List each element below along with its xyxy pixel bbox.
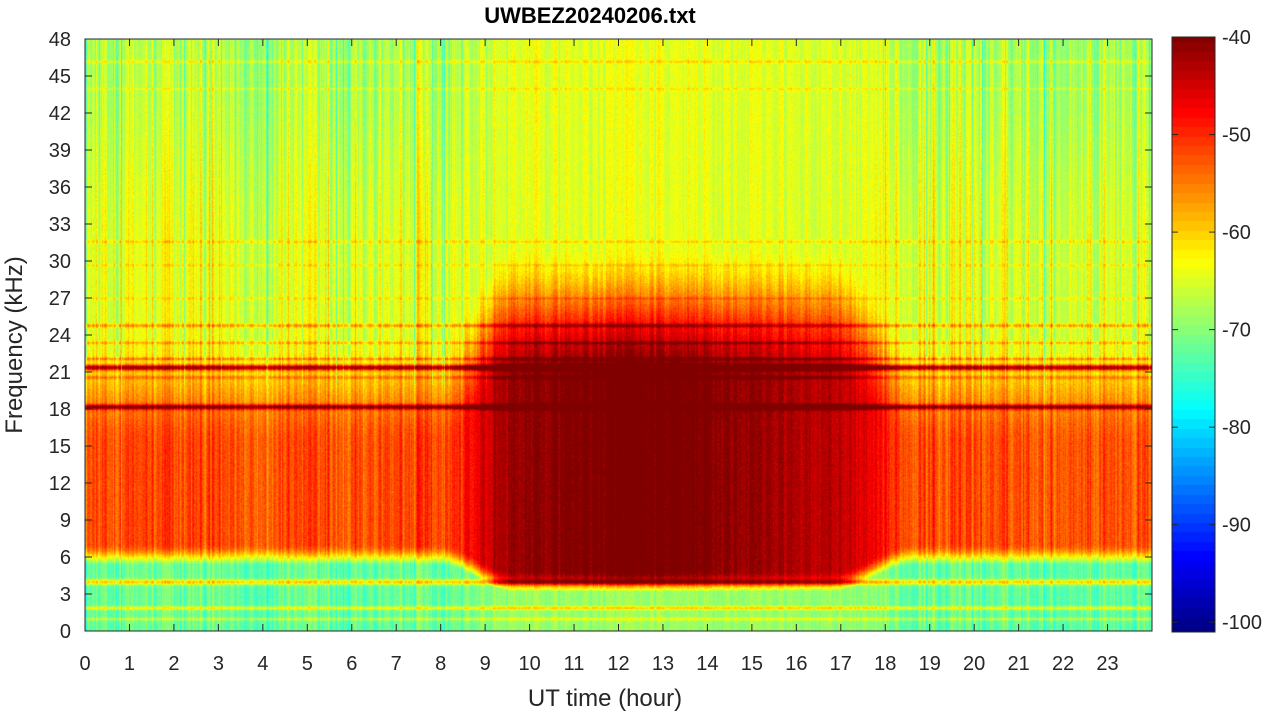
colorbar-tick-label: -50 <box>1222 125 1251 147</box>
x-tick-label: 1 <box>124 653 135 675</box>
x-tick-label: 7 <box>391 653 402 675</box>
y-tick-label: 15 <box>49 436 71 458</box>
y-tick-label: 42 <box>49 103 71 125</box>
x-tick-label: 8 <box>435 653 446 675</box>
x-tick-label: 20 <box>963 653 985 675</box>
y-tick-label: 9 <box>60 510 71 532</box>
x-tick-label: 0 <box>79 653 90 675</box>
colorbar-tick-label: -40 <box>1222 27 1251 49</box>
colorbar-tick-label: -100 <box>1222 612 1262 634</box>
y-tick-label: 18 <box>49 399 71 421</box>
x-tick-label: 17 <box>830 653 852 675</box>
x-tick-label: 10 <box>518 653 540 675</box>
colorbar-ticks: -40 -50 -60 -70 -80 -90 -100 <box>1172 27 1262 634</box>
y-tick-label: 24 <box>49 325 71 347</box>
colorbar-tick-label: -70 <box>1222 320 1251 342</box>
x-tick-label: 23 <box>1096 653 1118 675</box>
y-tick-label: 48 <box>49 29 71 51</box>
x-tick-label: 22 <box>1052 653 1074 675</box>
colorbar: -40 -50 -60 -70 -80 -90 -100 <box>1171 27 1262 634</box>
x-tick-label: 16 <box>785 653 807 675</box>
y-tick-label: 3 <box>60 584 71 606</box>
colorbar-frame <box>1171 36 1216 633</box>
colorbar-tick-label: -90 <box>1222 515 1251 537</box>
colorbar-tick-label: -80 <box>1222 417 1251 439</box>
colorbar-tick-label: -60 <box>1222 222 1251 244</box>
x-tick-label: 15 <box>741 653 763 675</box>
y-tick-label: 36 <box>49 177 71 199</box>
x-tick-label: 4 <box>257 653 268 675</box>
x-tick-label: 11 <box>564 653 585 675</box>
x-tick-label: 6 <box>346 653 357 675</box>
y-tick-label: 12 <box>49 473 71 495</box>
x-tick-label: 18 <box>874 653 896 675</box>
x-tick-label: 14 <box>696 653 718 675</box>
y-tick-label: 21 <box>49 362 71 384</box>
y-tick-label: 33 <box>49 214 71 236</box>
y-tick-label: 27 <box>49 288 71 310</box>
y-tick-label: 30 <box>49 251 71 273</box>
spectrogram-heatmap <box>85 39 1152 631</box>
x-tick-label: 13 <box>652 653 674 675</box>
spectrogram-plot-area <box>84 38 1153 632</box>
x-tick-label: 9 <box>480 653 491 675</box>
y-tick-label: 39 <box>49 140 71 162</box>
y-axis-label: Frequency (kHz) <box>1 256 28 433</box>
x-tick-label: 12 <box>607 653 629 675</box>
chart-title: UWBEZ20240206.txt <box>484 3 696 28</box>
y-tick-label: 45 <box>49 66 71 88</box>
x-tick-label: 21 <box>1008 653 1030 675</box>
x-tick-label: 2 <box>168 653 179 675</box>
x-tick-label: 19 <box>919 653 941 675</box>
x-tick-label: 3 <box>213 653 224 675</box>
colorbar-gradient <box>1172 37 1215 632</box>
y-tick-label: 0 <box>60 621 71 643</box>
x-tick-label: 5 <box>302 653 313 675</box>
x-axis-label: UT time (hour) <box>528 685 682 712</box>
x-axis: 0 1 2 3 4 5 6 7 8 9 10 11 12 13 14 15 16 17 18 19 20 21 22 23 <box>79 39 1119 675</box>
y-tick-label: 6 <box>60 547 71 569</box>
